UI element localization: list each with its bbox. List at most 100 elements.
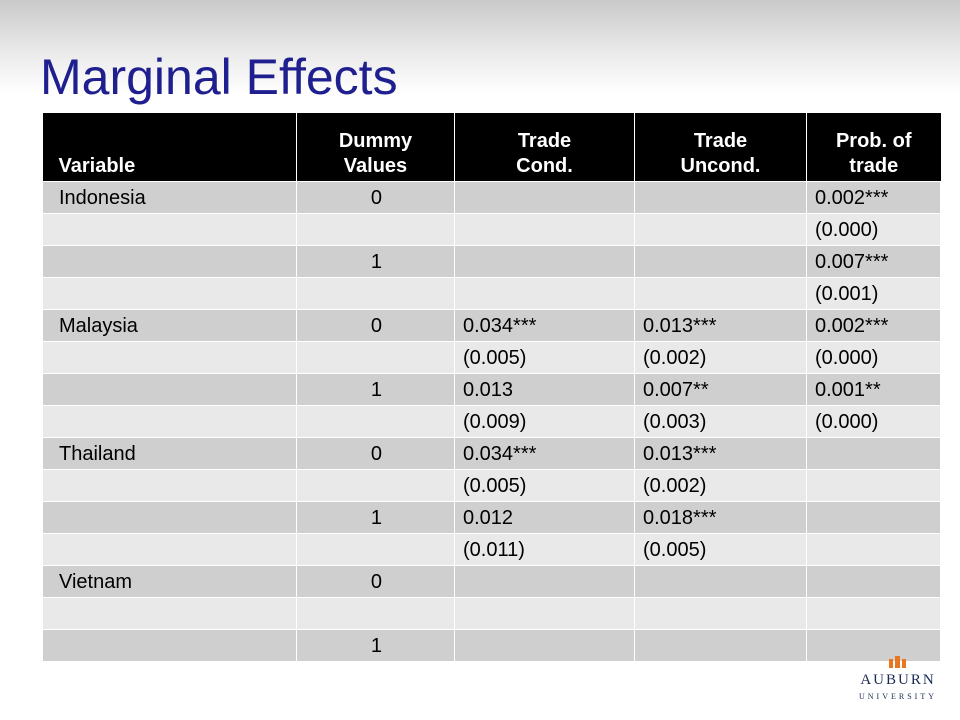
cell-variable xyxy=(42,469,297,502)
header-trade-uncond-line1: Trade xyxy=(693,130,748,152)
cell-trade-uncond xyxy=(634,565,807,598)
table-row: (0.005) (0.002) (0.000) xyxy=(42,341,941,374)
slide-title: Marginal Effects xyxy=(40,49,398,105)
cell-dummy-value xyxy=(296,533,455,566)
table-body: Indonesia 0 0.002*** (0.000) 1 0.007*** (0.001… xyxy=(42,181,941,662)
cell-dummy-value xyxy=(296,213,455,246)
cell-variable: Malaysia xyxy=(42,309,297,342)
cell-prob-of-trade: (0.001) xyxy=(806,277,941,310)
table-row: (0.011) (0.005) xyxy=(42,533,941,566)
cell-dummy-value xyxy=(296,405,455,438)
cell-prob-of-trade xyxy=(806,501,941,534)
cell-trade-cond: (0.005) xyxy=(454,341,635,374)
cell-trade-cond: (0.005) xyxy=(454,469,635,502)
table-header-row: Variable Dummy Values Trade Cond. Trade … xyxy=(42,113,941,182)
cell-variable xyxy=(42,501,297,534)
cell-dummy-value: 0 xyxy=(296,181,455,214)
cell-variable xyxy=(42,213,297,246)
header-prob-line1: Prob. of xyxy=(835,130,912,152)
cell-trade-cond xyxy=(454,565,635,598)
header-trade-uncond-line2: Uncond. xyxy=(680,155,761,177)
cell-variable xyxy=(42,245,297,278)
table-row: Malaysia 0 0.034*** 0.013*** 0.002*** xyxy=(42,309,941,342)
cell-trade-cond: 0.034*** xyxy=(454,437,635,470)
cell-prob-of-trade: 0.007*** xyxy=(806,245,941,278)
cell-dummy-value: 0 xyxy=(296,309,455,342)
cell-trade-cond: 0.013 xyxy=(454,373,635,406)
auburn-tower-icon xyxy=(889,656,906,668)
table-row: (0.009) (0.003) (0.000) xyxy=(42,405,941,438)
cell-variable: Vietnam xyxy=(42,565,297,598)
table-row: 1 xyxy=(42,629,941,662)
cell-trade-uncond xyxy=(634,181,807,214)
cell-dummy-value: 0 xyxy=(296,565,455,598)
cell-trade-uncond xyxy=(634,597,807,630)
cell-trade-uncond xyxy=(634,277,807,310)
auburn-university-logo: AUBURN UNIVERSITY xyxy=(852,656,944,708)
cell-prob-of-trade: 0.002*** xyxy=(806,309,941,342)
cell-dummy-value: 1 xyxy=(296,245,455,278)
cell-trade-cond xyxy=(454,277,635,310)
table-row: (0.000) xyxy=(42,213,941,246)
table-row: (0.001) xyxy=(42,277,941,310)
cell-dummy-value xyxy=(296,341,455,374)
cell-variable xyxy=(42,341,297,374)
cell-trade-cond xyxy=(454,181,635,214)
logo-name: AUBURN xyxy=(860,672,936,688)
cell-trade-uncond: (0.005) xyxy=(634,533,807,566)
cell-trade-cond xyxy=(454,629,635,662)
cell-variable: Indonesia xyxy=(42,181,297,214)
header-trade-cond: Trade Cond. xyxy=(454,113,635,182)
cell-dummy-value xyxy=(296,469,455,502)
cell-prob-of-trade xyxy=(806,437,941,470)
cell-prob-of-trade: (0.000) xyxy=(806,341,941,374)
table-row: (0.005) (0.002) xyxy=(42,469,941,502)
header-dummy-line1: Dummy xyxy=(338,130,413,152)
cell-trade-cond xyxy=(454,597,635,630)
marginal-effects-table: Variable Dummy Values Trade Cond. Trade … xyxy=(42,113,941,662)
cell-dummy-value: 1 xyxy=(296,629,455,662)
table-row: Vietnam 0 xyxy=(42,565,941,598)
table-row: 1 0.007*** xyxy=(42,245,941,278)
cell-trade-uncond: 0.018*** xyxy=(634,501,807,534)
cell-trade-uncond: 0.007** xyxy=(634,373,807,406)
cell-prob-of-trade xyxy=(806,533,941,566)
header-prob-line2: trade xyxy=(849,155,899,177)
cell-prob-of-trade xyxy=(806,597,941,630)
cell-trade-cond xyxy=(454,245,635,278)
table-row: 1 0.012 0.018*** xyxy=(42,501,941,534)
cell-trade-uncond: (0.003) xyxy=(634,405,807,438)
cell-dummy-value: 1 xyxy=(296,501,455,534)
header-trade-cond-line1: Trade xyxy=(517,130,572,152)
header-prob-of-trade: Prob. of trade xyxy=(806,113,941,182)
cell-trade-cond xyxy=(454,213,635,246)
header-dummy-values: Dummy Values xyxy=(296,113,455,182)
header-trade-uncond: Trade Uncond. xyxy=(634,113,807,182)
header-trade-cond-line2: Cond. xyxy=(516,155,573,177)
cell-variable xyxy=(42,277,297,310)
cell-variable xyxy=(42,533,297,566)
cell-trade-uncond: (0.002) xyxy=(634,469,807,502)
cell-dummy-value xyxy=(296,597,455,630)
cell-dummy-value: 1 xyxy=(296,373,455,406)
cell-prob-of-trade: (0.000) xyxy=(806,213,941,246)
table-row: 1 0.013 0.007** 0.001** xyxy=(42,373,941,406)
cell-trade-uncond: 0.013*** xyxy=(634,437,807,470)
cell-trade-cond: 0.012 xyxy=(454,501,635,534)
cell-variable xyxy=(42,373,297,406)
cell-prob-of-trade xyxy=(806,629,941,662)
table-row: Indonesia 0 0.002*** xyxy=(42,181,941,214)
cell-variable xyxy=(42,629,297,662)
cell-dummy-value: 0 xyxy=(296,437,455,470)
cell-dummy-value xyxy=(296,277,455,310)
cell-trade-uncond: 0.013*** xyxy=(634,309,807,342)
header-dummy-line2: Values xyxy=(343,155,408,177)
cell-trade-uncond: (0.002) xyxy=(634,341,807,374)
header-variable: Variable xyxy=(42,113,297,182)
cell-prob-of-trade: (0.000) xyxy=(806,405,941,438)
cell-prob-of-trade xyxy=(806,469,941,502)
cell-prob-of-trade xyxy=(806,565,941,598)
cell-trade-cond: (0.011) xyxy=(454,533,635,566)
cell-variable: Thailand xyxy=(42,437,297,470)
cell-trade-uncond xyxy=(634,245,807,278)
